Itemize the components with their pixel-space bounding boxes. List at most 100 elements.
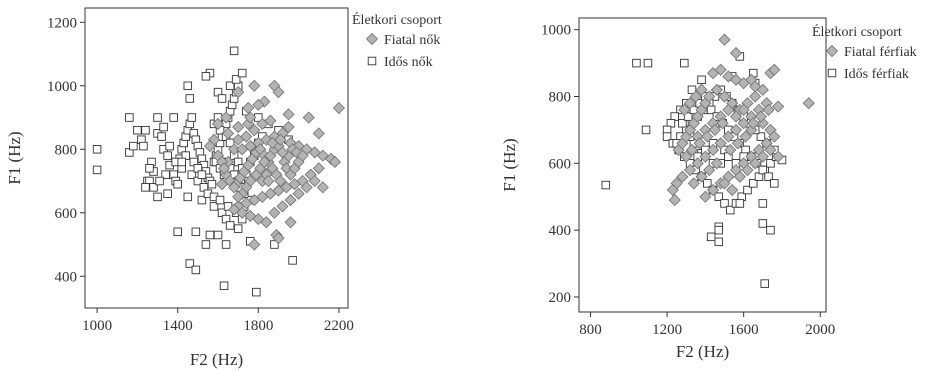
data-point-young bbox=[312, 127, 325, 140]
data-point-old bbox=[770, 179, 779, 188]
legend: Életkori csoport Fiatal férfiak Idős férfi… bbox=[812, 23, 917, 82]
data-point-old bbox=[159, 122, 168, 132]
data-point-young bbox=[699, 190, 712, 203]
data-point-old bbox=[233, 224, 243, 233]
data-point-old bbox=[270, 240, 279, 249]
y-axis-label: F1 (Hz) bbox=[500, 138, 519, 191]
data-point-old bbox=[169, 113, 178, 122]
data-point-old bbox=[766, 159, 775, 168]
data-point-old bbox=[288, 256, 297, 265]
data-point-young bbox=[724, 143, 737, 157]
data-point-young bbox=[258, 155, 271, 169]
data-point-young bbox=[260, 216, 273, 229]
data-point-young bbox=[232, 133, 245, 146]
data-point-young bbox=[332, 101, 345, 115]
data-point-old bbox=[183, 81, 193, 91]
data-point-young bbox=[693, 137, 706, 150]
data-point-young bbox=[756, 83, 769, 96]
data-point-old bbox=[703, 179, 712, 188]
data-point-young bbox=[232, 120, 245, 134]
x-tick-label: 1000 bbox=[82, 318, 112, 334]
data-point-young bbox=[718, 33, 731, 46]
data-point-old bbox=[173, 179, 182, 189]
plot-frame bbox=[578, 17, 827, 313]
data-point-old bbox=[225, 221, 235, 230]
data-point-old bbox=[743, 185, 752, 195]
data-point-young bbox=[220, 111, 233, 124]
data-point-old bbox=[185, 259, 195, 268]
data-point-young bbox=[274, 174, 287, 188]
data-point-young bbox=[328, 155, 341, 169]
data-point-young bbox=[676, 170, 689, 183]
data-point-old bbox=[129, 141, 138, 151]
data-point-old bbox=[225, 81, 235, 91]
data-point-young bbox=[718, 177, 731, 190]
data-point-young bbox=[764, 143, 777, 157]
y-tick-label: 800 bbox=[549, 90, 572, 106]
data-point-old bbox=[714, 192, 724, 201]
data-point-young bbox=[716, 117, 729, 130]
y-tick-label: 1000 bbox=[541, 23, 571, 39]
data-point-old bbox=[766, 225, 775, 235]
legend-swatch-old bbox=[367, 56, 377, 66]
data-point-old bbox=[720, 199, 729, 208]
data-point-young bbox=[248, 79, 261, 92]
data-point-old bbox=[205, 230, 215, 240]
data-point-young bbox=[703, 90, 716, 103]
data-point-old bbox=[217, 94, 227, 103]
data-point-young bbox=[228, 143, 241, 156]
data-point-young bbox=[722, 130, 735, 143]
data-point-young bbox=[296, 149, 309, 162]
data-point-young bbox=[274, 133, 287, 146]
data-point-old bbox=[758, 199, 768, 208]
data-point-young bbox=[729, 110, 743, 123]
legend-label: Idős nők bbox=[384, 55, 433, 70]
data-point-old bbox=[145, 164, 154, 173]
data-point-old bbox=[714, 237, 724, 247]
legend: Életkori csoport Fiatal nők Idős nők bbox=[352, 11, 442, 70]
data-point-young bbox=[268, 206, 281, 219]
data-point-young bbox=[211, 117, 225, 130]
y-tick-label: 800 bbox=[55, 142, 78, 158]
data-point-young bbox=[292, 187, 305, 200]
data-point-old bbox=[149, 183, 158, 192]
data-point-young bbox=[312, 162, 325, 175]
data-point-old bbox=[187, 113, 197, 122]
data-point-young bbox=[695, 170, 708, 183]
data-point-young bbox=[726, 183, 739, 197]
data-point-young bbox=[741, 163, 754, 177]
data-point-old bbox=[219, 281, 229, 291]
data-point-young bbox=[316, 181, 329, 194]
data-point-young bbox=[762, 103, 775, 116]
data-point-young bbox=[802, 97, 815, 110]
data-point-old bbox=[163, 189, 172, 198]
data-point-young bbox=[772, 150, 785, 163]
x-axis-label: F2 (Hz) bbox=[676, 342, 729, 361]
data-point-old bbox=[221, 240, 231, 249]
data-point-old bbox=[185, 94, 195, 103]
data-point-young bbox=[729, 47, 743, 60]
data-point-old bbox=[601, 180, 611, 190]
data-point-young bbox=[300, 181, 313, 194]
data-point-old bbox=[237, 68, 247, 78]
data-point-old bbox=[632, 58, 641, 68]
data-point-young bbox=[683, 163, 697, 177]
data-point-young bbox=[695, 83, 708, 96]
data-point-young bbox=[276, 146, 289, 159]
data-point-old bbox=[726, 205, 735, 215]
data-point-old bbox=[735, 199, 745, 208]
data-point-young bbox=[733, 170, 746, 183]
data-point-old bbox=[139, 141, 148, 151]
y-axis-label: F1 (Hz) bbox=[5, 131, 24, 184]
data-point-old bbox=[141, 183, 150, 192]
data-point-old bbox=[706, 232, 716, 242]
data-point-old bbox=[191, 265, 201, 275]
y-tick-label: 200 bbox=[549, 290, 572, 306]
data-point-old bbox=[191, 227, 201, 237]
data-point-young bbox=[718, 90, 731, 103]
data-point-old bbox=[163, 151, 172, 160]
data-point-young bbox=[699, 150, 712, 163]
data-point-young bbox=[749, 90, 762, 103]
data-point-old bbox=[141, 125, 150, 135]
